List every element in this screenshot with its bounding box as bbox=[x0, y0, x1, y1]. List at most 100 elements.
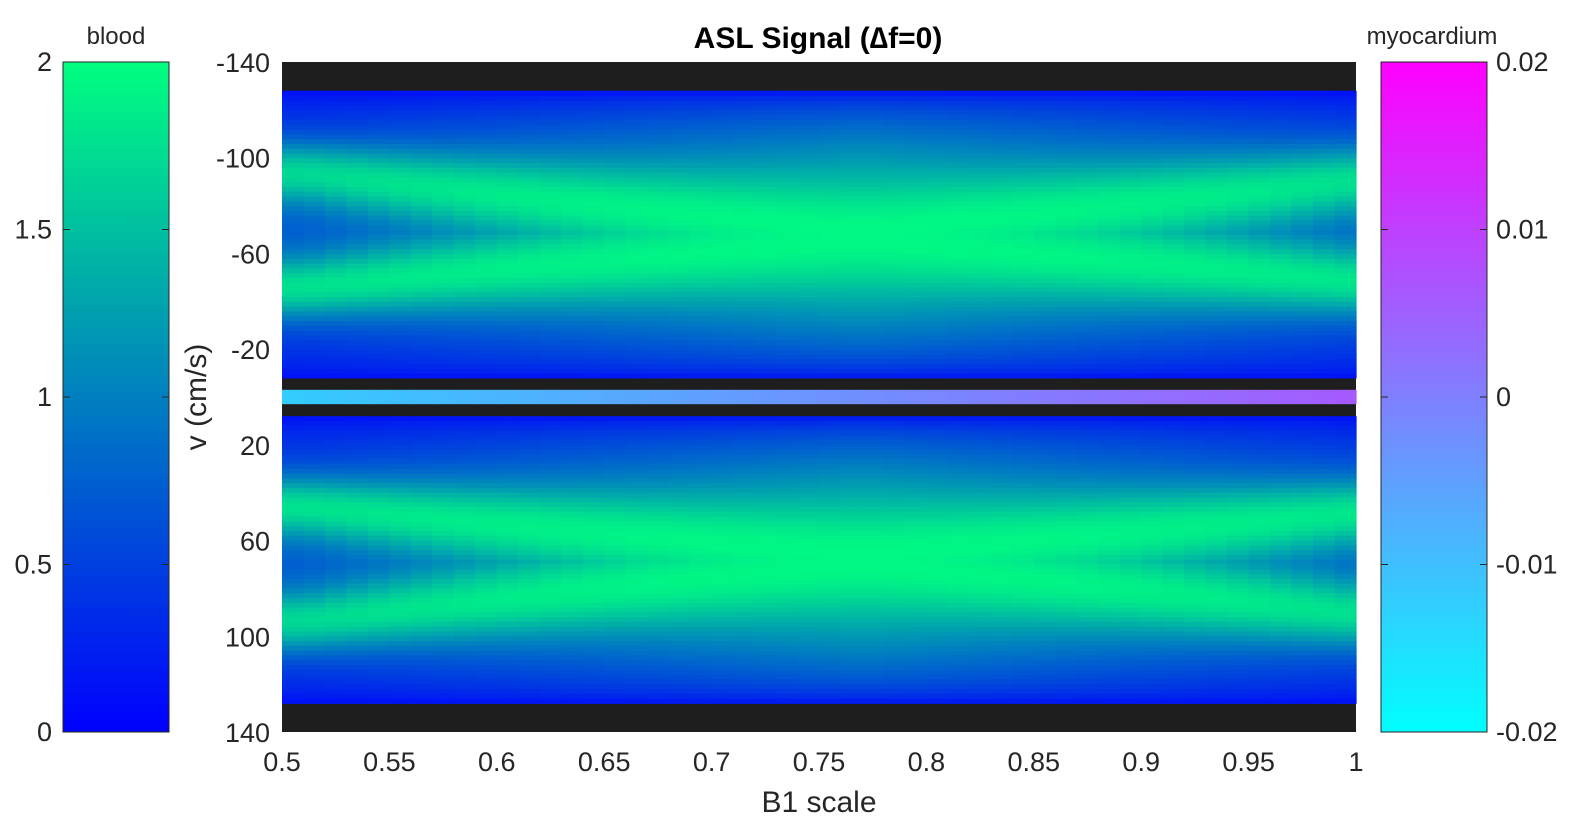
heatmap-cell bbox=[324, 617, 348, 623]
heatmap-cell bbox=[303, 310, 326, 317]
heatmap-cell bbox=[1076, 593, 1099, 599]
heatmap-cell bbox=[324, 473, 348, 479]
heatmap-cell bbox=[625, 459, 648, 465]
heatmap-cell bbox=[711, 478, 734, 484]
heatmap-cell bbox=[668, 574, 691, 580]
heatmap-cell bbox=[733, 368, 756, 374]
heatmap-cell bbox=[819, 253, 842, 259]
heatmap-cell bbox=[926, 219, 949, 226]
heatmap-cell bbox=[496, 535, 519, 542]
heatmap-cell bbox=[1012, 617, 1035, 623]
heatmap-cell bbox=[647, 148, 670, 154]
heatmap-cell bbox=[861, 176, 885, 183]
heatmap-cell bbox=[861, 564, 885, 570]
heatmap-cell bbox=[668, 176, 691, 183]
heatmap-cell bbox=[346, 521, 369, 527]
heatmap-cell bbox=[733, 286, 756, 293]
heatmap-cell bbox=[990, 550, 1013, 556]
heatmap-cell bbox=[647, 282, 670, 288]
heatmap-cell bbox=[496, 339, 519, 345]
heatmap-cell bbox=[1098, 679, 1121, 685]
heatmap-cell bbox=[389, 239, 412, 245]
heatmap-cell bbox=[1033, 665, 1056, 671]
heatmap-cell bbox=[776, 339, 799, 345]
heatmap-cell bbox=[582, 234, 605, 240]
heatmap-cell bbox=[282, 229, 305, 235]
heatmap-cell bbox=[754, 674, 777, 680]
heatmap-cell bbox=[496, 282, 519, 288]
heatmap-cell bbox=[797, 507, 820, 513]
heatmap-cell bbox=[733, 626, 756, 633]
heatmap-cell bbox=[367, 95, 390, 101]
heatmap-cell bbox=[518, 176, 541, 183]
heatmap-cell bbox=[1055, 650, 1078, 657]
heatmap-cell bbox=[754, 588, 777, 594]
heatmap-cell bbox=[582, 621, 605, 628]
heatmap-cell bbox=[883, 162, 906, 168]
heatmap-cell bbox=[1098, 430, 1121, 436]
heatmap-cell bbox=[432, 478, 455, 484]
heatmap-cell bbox=[1141, 473, 1164, 479]
heatmap-cell bbox=[346, 353, 369, 360]
heatmap-cell bbox=[1033, 152, 1056, 159]
heatmap-cell bbox=[947, 497, 970, 503]
heatmap-cell bbox=[432, 420, 455, 427]
heatmap-cell bbox=[647, 267, 670, 274]
heatmap-cell bbox=[883, 636, 906, 642]
heatmap-cell bbox=[582, 272, 605, 278]
heatmap-cell bbox=[604, 129, 627, 135]
heatmap-cell bbox=[990, 516, 1013, 523]
heatmap-cell bbox=[926, 698, 949, 704]
heatmap-cell bbox=[561, 234, 584, 240]
heatmap-cell bbox=[303, 258, 326, 264]
heatmap-cell bbox=[1119, 148, 1142, 154]
heatmap-cell bbox=[1162, 511, 1185, 518]
heatmap-cell bbox=[733, 420, 756, 427]
heatmap-cell bbox=[496, 468, 519, 475]
heatmap-cell bbox=[346, 669, 369, 676]
heatmap-cell bbox=[990, 152, 1013, 159]
heatmap-cell bbox=[754, 497, 777, 503]
heatmap-cell bbox=[282, 253, 305, 259]
heatmap-cell bbox=[410, 253, 433, 259]
heatmap-cell bbox=[475, 306, 498, 312]
heatmap-cell bbox=[647, 435, 670, 441]
heatmap-cell bbox=[561, 138, 584, 144]
heatmap-cell bbox=[776, 574, 799, 580]
heatmap-cell bbox=[282, 449, 305, 456]
heatmap-cell bbox=[367, 516, 390, 523]
heatmap-cell bbox=[647, 444, 670, 451]
heatmap-cell bbox=[969, 636, 992, 642]
heatmap-cell bbox=[647, 473, 670, 479]
heatmap-cell bbox=[346, 373, 369, 379]
heatmap-cell bbox=[475, 545, 498, 551]
heatmap-cell bbox=[410, 129, 433, 135]
heatmap-cell bbox=[1012, 545, 1035, 551]
heatmap-cell bbox=[776, 617, 799, 623]
heatmap-cell bbox=[282, 435, 305, 441]
heatmap-cell bbox=[518, 449, 541, 456]
heatmap-cell bbox=[1141, 464, 1164, 470]
heatmap-cell bbox=[282, 521, 305, 527]
heatmap-cell bbox=[561, 334, 584, 341]
heatmap-cell bbox=[819, 420, 842, 427]
heatmap-cell bbox=[1098, 521, 1121, 527]
heatmap-cell bbox=[582, 258, 605, 264]
heatmap-cell bbox=[625, 636, 648, 642]
heatmap-cell bbox=[1119, 152, 1142, 159]
heatmap-cell bbox=[539, 373, 562, 379]
heatmap-cell bbox=[1141, 272, 1164, 278]
heatmap-cell bbox=[819, 90, 842, 97]
heatmap-cell bbox=[475, 114, 498, 121]
heatmap-cell bbox=[539, 660, 562, 666]
heatmap-cell bbox=[1076, 315, 1099, 322]
heatmap-cell bbox=[990, 215, 1013, 221]
heatmap-cell bbox=[711, 612, 734, 618]
heatmap-cell bbox=[1012, 358, 1035, 365]
heatmap-cell bbox=[1076, 545, 1099, 551]
heatmap-cell bbox=[1012, 325, 1035, 331]
heatmap-cell bbox=[1098, 459, 1121, 465]
heatmap-cell bbox=[1119, 483, 1142, 489]
heatmap-cell bbox=[475, 286, 498, 293]
heatmap-cell bbox=[947, 267, 970, 274]
